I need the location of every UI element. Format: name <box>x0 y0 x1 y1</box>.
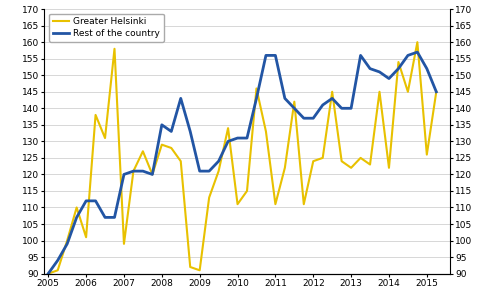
Rest of the country <box>168 130 174 133</box>
Greater Helsinki <box>187 265 193 269</box>
Greater Helsinki <box>272 202 278 206</box>
Greater Helsinki <box>244 189 250 193</box>
Rest of the country <box>282 97 288 100</box>
Greater Helsinki <box>112 47 118 50</box>
Greater Helsinki <box>121 242 127 246</box>
Greater Helsinki <box>168 146 174 150</box>
Greater Helsinki <box>358 156 364 160</box>
Rest of the country <box>197 169 203 173</box>
Rest of the country <box>112 216 118 219</box>
Greater Helsinki <box>282 166 288 170</box>
Rest of the country <box>178 97 184 100</box>
Greater Helsinki <box>45 272 51 275</box>
Greater Helsinki <box>310 159 316 163</box>
Rest of the country <box>102 216 108 219</box>
Rest of the country <box>121 173 127 176</box>
Rest of the country <box>130 169 136 173</box>
Rest of the country <box>424 67 430 71</box>
Greater Helsinki <box>216 169 222 173</box>
Rest of the country <box>272 54 278 57</box>
Greater Helsinki <box>414 40 420 44</box>
Rest of the country <box>74 216 80 219</box>
Greater Helsinki <box>348 166 354 170</box>
Legend: Greater Helsinki, Rest of the country: Greater Helsinki, Rest of the country <box>49 14 164 42</box>
Rest of the country <box>376 70 382 74</box>
Rest of the country <box>348 106 354 110</box>
Rest of the country <box>291 106 297 110</box>
Rest of the country <box>149 173 155 176</box>
Rest of the country <box>320 103 326 107</box>
Greater Helsinki <box>433 90 439 94</box>
Greater Helsinki <box>339 159 345 163</box>
Greater Helsinki <box>405 90 411 94</box>
Greater Helsinki <box>83 235 89 239</box>
Greater Helsinki <box>253 87 259 90</box>
Rest of the country <box>433 90 439 94</box>
Line: Greater Helsinki: Greater Helsinki <box>48 42 436 274</box>
Rest of the country <box>140 169 146 173</box>
Rest of the country <box>45 272 51 275</box>
Rest of the country <box>263 54 269 57</box>
Greater Helsinki <box>424 153 430 157</box>
Rest of the country <box>414 50 420 54</box>
Rest of the country <box>244 136 250 140</box>
Greater Helsinki <box>367 163 373 166</box>
Rest of the country <box>405 54 411 57</box>
Greater Helsinki <box>301 202 307 206</box>
Rest of the country <box>235 136 241 140</box>
Rest of the country <box>367 67 373 71</box>
Greater Helsinki <box>320 156 326 160</box>
Greater Helsinki <box>149 173 155 176</box>
Greater Helsinki <box>396 60 402 64</box>
Greater Helsinki <box>263 130 269 133</box>
Greater Helsinki <box>235 202 241 206</box>
Greater Helsinki <box>64 239 70 242</box>
Rest of the country <box>329 97 335 100</box>
Rest of the country <box>396 67 402 71</box>
Rest of the country <box>206 169 212 173</box>
Greater Helsinki <box>55 268 61 272</box>
Rest of the country <box>187 130 193 133</box>
Rest of the country <box>253 97 259 100</box>
Greater Helsinki <box>92 113 98 117</box>
Rest of the country <box>216 159 222 163</box>
Rest of the country <box>83 199 89 203</box>
Rest of the country <box>225 140 231 143</box>
Greater Helsinki <box>291 100 297 103</box>
Greater Helsinki <box>206 196 212 199</box>
Greater Helsinki <box>102 136 108 140</box>
Greater Helsinki <box>329 90 335 94</box>
Rest of the country <box>358 54 364 57</box>
Greater Helsinki <box>74 206 80 209</box>
Rest of the country <box>339 106 345 110</box>
Line: Rest of the country: Rest of the country <box>48 52 436 274</box>
Rest of the country <box>64 242 70 246</box>
Greater Helsinki <box>197 268 203 272</box>
Greater Helsinki <box>376 90 382 94</box>
Greater Helsinki <box>178 159 184 163</box>
Greater Helsinki <box>159 143 165 147</box>
Greater Helsinki <box>140 150 146 153</box>
Rest of the country <box>92 199 98 203</box>
Greater Helsinki <box>130 169 136 173</box>
Rest of the country <box>55 258 61 262</box>
Rest of the country <box>386 77 392 80</box>
Rest of the country <box>301 116 307 120</box>
Rest of the country <box>310 116 316 120</box>
Greater Helsinki <box>386 166 392 170</box>
Greater Helsinki <box>225 126 231 130</box>
Rest of the country <box>159 123 165 127</box>
